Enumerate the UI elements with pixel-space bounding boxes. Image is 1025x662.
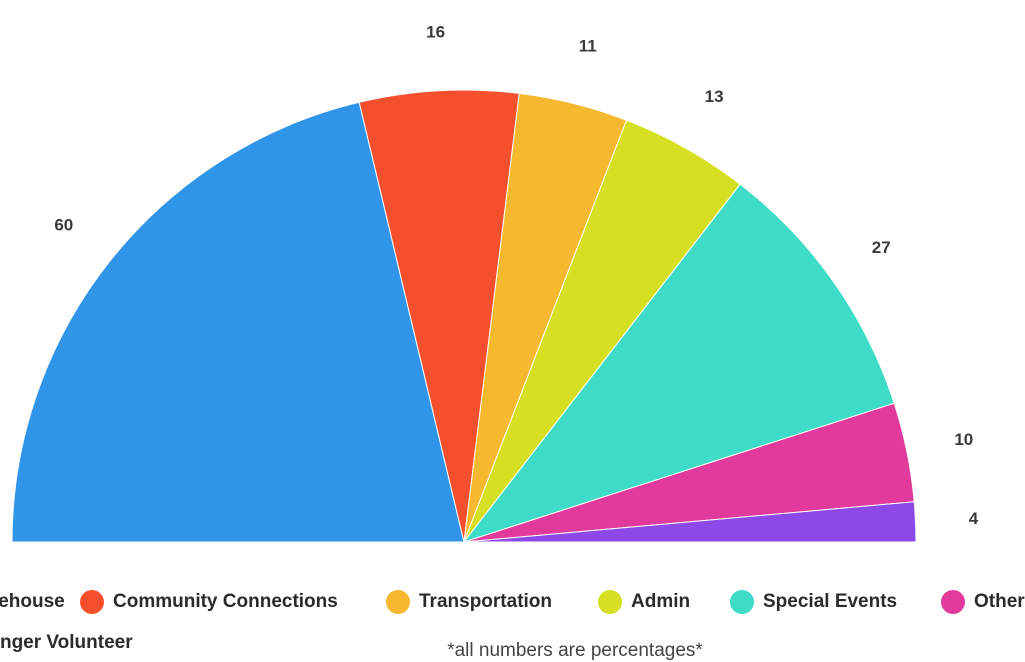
value-labels: 60 16 11 13 27 10 4 [54, 22, 979, 528]
slice-stranger-volunteer [463, 501, 917, 543]
legend-item-stranger-volunteer[interactable]: Stranger Volunteer [0, 631, 133, 655]
value-label-warehouse: 60 [54, 215, 73, 234]
legend-item-special-events[interactable]: Special Events [730, 590, 897, 614]
legend-item-other[interactable]: Other [941, 590, 1025, 614]
legend-swatch-admin [598, 590, 622, 614]
legend-label-transportation: Transportation [419, 591, 552, 612]
slice-special-events [462, 183, 895, 543]
value-label-special-events: 27 [872, 238, 891, 257]
legend-label-stranger-volunteer: Stranger Volunteer [0, 632, 133, 653]
slice-warehouse [11, 101, 465, 543]
legend-swatch-special-events [730, 590, 754, 614]
value-label-community-connections: 16 [426, 22, 445, 41]
footnote: *all numbers are percentages* [447, 640, 703, 661]
legend-label-special-events: Special Events [763, 591, 897, 612]
legend-swatch-community-connections [80, 590, 104, 614]
legend: Warehouse Community Connections Transporta… [0, 590, 1025, 655]
pie-slices [11, 89, 917, 543]
legend-label-community-connections: Community Connections [113, 591, 338, 612]
value-label-stranger-volunteer: 4 [969, 509, 979, 528]
legend-swatch-transportation [386, 590, 410, 614]
legend-item-admin[interactable]: Admin [598, 590, 690, 614]
slice-community-connections [358, 89, 520, 543]
value-label-transportation: 11 [579, 37, 597, 56]
legend-item-community-connections[interactable]: Community Connections [80, 590, 338, 614]
legend-swatch-other [941, 590, 965, 614]
legend-item-warehouse[interactable]: Warehouse [0, 590, 65, 614]
legend-label-admin: Admin [631, 591, 690, 612]
legend-item-transportation[interactable]: Transportation [386, 590, 552, 614]
value-label-admin: 13 [705, 87, 724, 106]
legend-label-warehouse: Warehouse [0, 591, 65, 612]
value-label-other: 10 [954, 430, 973, 449]
legend-label-other: Other [974, 591, 1025, 612]
